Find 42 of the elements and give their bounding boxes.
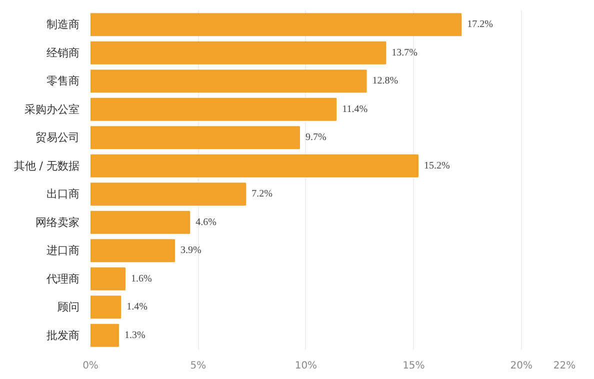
- y-tick-label: 顾问: [58, 300, 80, 314]
- x-tick-label: 15%: [402, 360, 425, 372]
- x-tick-label: 22%: [553, 360, 576, 372]
- bar: [90, 267, 126, 290]
- data-label: 1.6%: [130, 273, 152, 284]
- data-label: 15.2%: [424, 160, 450, 172]
- bar: [90, 154, 418, 178]
- bar: [90, 126, 300, 150]
- y-tick-label: 制造商: [46, 18, 80, 32]
- y-tick-label: 批发商: [46, 328, 80, 342]
- y-tick-label: 经销商: [46, 46, 80, 60]
- bar: [90, 210, 190, 234]
- data-label: 1.4%: [126, 302, 148, 313]
- bar: [90, 296, 122, 319]
- x-tick-label: 10%: [294, 360, 318, 372]
- data-label: 1.3%: [124, 330, 146, 341]
- data-label: 11.4%: [342, 104, 368, 115]
- data-label: 9.7%: [305, 132, 326, 144]
- data-label: 12.8%: [372, 76, 398, 87]
- y-tick-label: 进口商: [46, 244, 80, 258]
- bar: [90, 324, 120, 347]
- y-tick-label: 贸易公司: [36, 131, 80, 144]
- y-tick-label: 网络卖家: [36, 216, 80, 229]
- data-label: 13.7%: [392, 47, 418, 58]
- y-tick-label: 零售商: [46, 74, 80, 88]
- data-label: 4.6%: [196, 216, 216, 228]
- x-tick-label: 5%: [190, 360, 206, 372]
- data-label: 17.2%: [467, 19, 493, 30]
- bar: [90, 239, 176, 262]
- data-label: 7.2%: [252, 188, 272, 200]
- data-label: 3.9%: [180, 245, 202, 256]
- bar: [90, 98, 337, 121]
- bar: [90, 41, 386, 64]
- bar: [90, 13, 462, 36]
- y-tick-label: 其他 / 无数据: [14, 159, 80, 172]
- bar: [90, 70, 367, 93]
- x-tick-label: 0%: [82, 360, 98, 372]
- y-tick-label: 采购办公室: [24, 102, 80, 116]
- y-tick-label: 代理商: [46, 272, 80, 286]
- y-tick-label: 出口商: [46, 188, 80, 201]
- bar: [90, 182, 246, 206]
- x-tick-label: 20%: [510, 360, 533, 372]
